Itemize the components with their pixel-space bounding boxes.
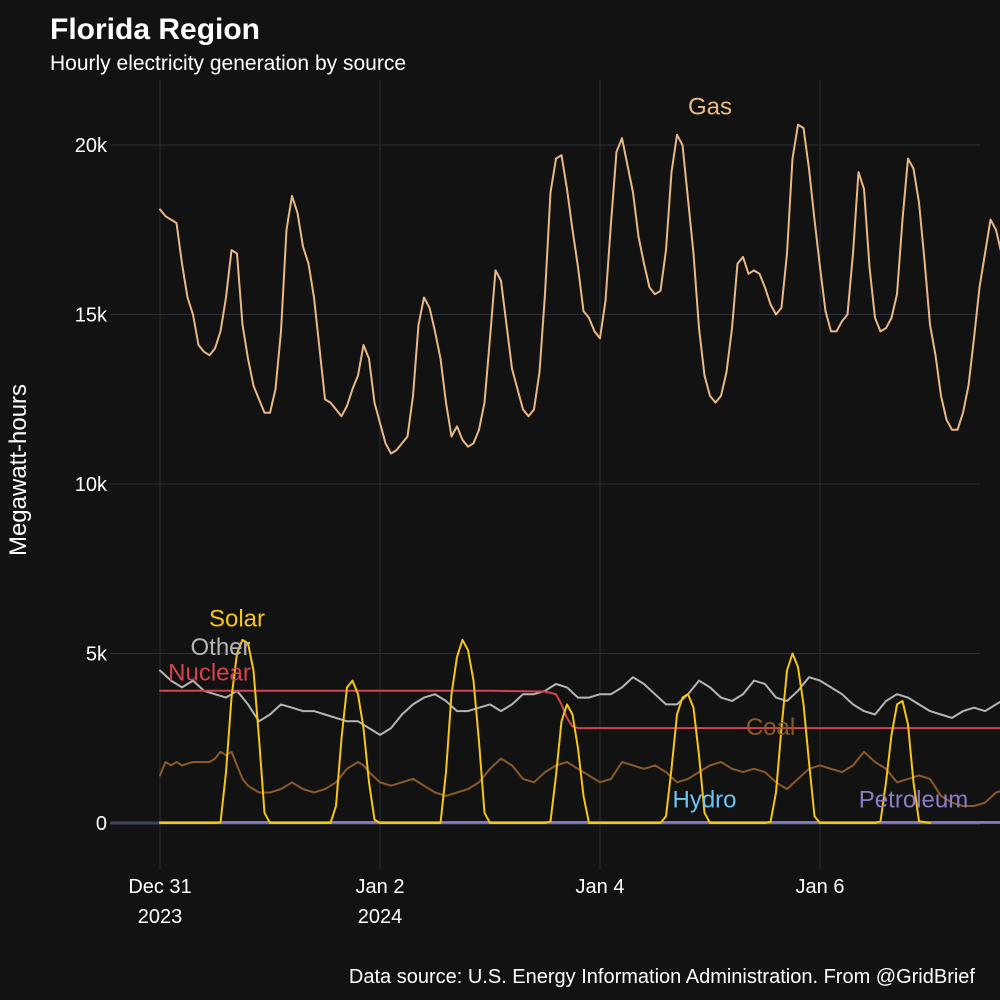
- series-line-solar: [159, 638, 931, 824]
- grid-lines: [110, 80, 980, 870]
- chart-subtitle: Hourly electricity generation by source: [50, 52, 406, 75]
- y-axis-label: Megawatt-hours: [5, 384, 32, 556]
- series-label-coal: Coal: [746, 714, 795, 741]
- y-tick-label-4: 20k: [75, 135, 108, 157]
- series-label-petroleum: Petroleum: [859, 787, 968, 814]
- x-tick-label-1: Jan 2: [356, 876, 405, 898]
- x-tick-label-2: Jan 4: [576, 876, 625, 898]
- x-tick-year-0: 2023: [138, 906, 183, 928]
- series-label-hydro: Hydro: [672, 787, 736, 814]
- series-label-other: Other: [190, 634, 250, 661]
- x-tick-year-1: 2024: [358, 906, 403, 928]
- series-line-gas: [159, 123, 1000, 455]
- series-label-nuclear: Nuclear: [168, 660, 251, 687]
- y-axis-ticks: 0 5k 10k 15k 20k: [75, 135, 108, 835]
- series-label-gas: Gas: [688, 93, 732, 120]
- y-tick-label-1: 5k: [86, 644, 108, 666]
- chart-title: Florida Region: [50, 13, 260, 46]
- y-tick-label-0: 0: [96, 813, 107, 835]
- x-tick-label-3: Jan 6: [796, 876, 845, 898]
- series-line-other: [159, 669, 1000, 736]
- y-tick-label-3: 15k: [75, 305, 108, 327]
- x-axis-ticks: Dec 31 2023 Jan 2 2024 Jan 4 Jan 6: [128, 876, 844, 928]
- series-line-coal: [159, 750, 1000, 807]
- y-tick-label-2: 10k: [75, 474, 108, 496]
- data-source-caption: Data source: U.S. Energy Information Adm…: [349, 966, 976, 988]
- series-label-solar: Solar: [209, 605, 265, 632]
- series-line-nuclear: [159, 689, 1000, 730]
- series-lines: [159, 123, 1000, 824]
- x-tick-label-0: Dec 31: [128, 876, 191, 898]
